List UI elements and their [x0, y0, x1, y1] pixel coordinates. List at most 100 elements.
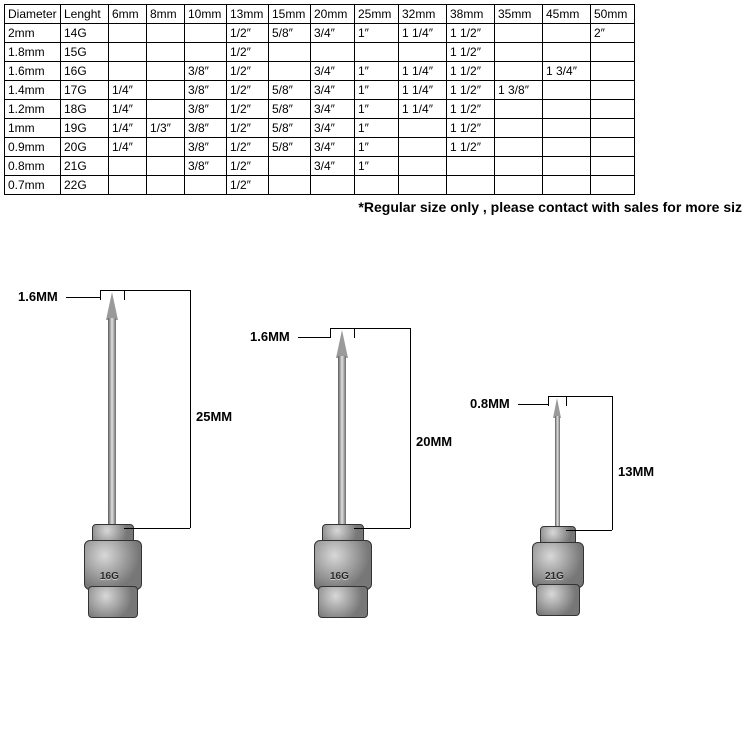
table-cell: 18G — [61, 100, 109, 119]
needle-tip — [106, 292, 118, 320]
table-cell — [591, 100, 635, 119]
table-cell: 1/2″ — [227, 119, 269, 138]
needle-tip — [553, 398, 561, 418]
table-cell: 3/8″ — [185, 62, 227, 81]
table-cell — [399, 119, 447, 138]
table-cell — [269, 157, 311, 176]
table-cell — [147, 81, 185, 100]
table-cell — [495, 100, 543, 119]
width-label: 1.6MM — [250, 329, 290, 344]
table-header-cell: 32mm — [399, 5, 447, 24]
table-cell — [495, 176, 543, 195]
needle-tip — [336, 330, 348, 358]
table-cell: 1/4″ — [109, 119, 147, 138]
table-cell: 1 1/4″ — [399, 62, 447, 81]
table-header-cell: 25mm — [355, 5, 399, 24]
table-cell: 1/4″ — [109, 100, 147, 119]
table-cell: 0.7mm — [5, 176, 61, 195]
hub-gauge-label: 16G — [330, 571, 349, 582]
table-header-cell: 38mm — [447, 5, 495, 24]
table-cell: 1 1/2″ — [447, 62, 495, 81]
table-cell: 5/8″ — [269, 138, 311, 157]
table-cell — [495, 138, 543, 157]
table-cell: 5/8″ — [269, 100, 311, 119]
table-cell: 1 1/2″ — [447, 100, 495, 119]
table-cell — [147, 138, 185, 157]
table-cell: 1/3″ — [147, 119, 185, 138]
table-cell: 1/2″ — [227, 176, 269, 195]
table-header-cell: 45mm — [543, 5, 591, 24]
table-cell: 1 3/4″ — [543, 62, 591, 81]
table-cell — [269, 43, 311, 62]
table-cell: 1/2″ — [227, 43, 269, 62]
table-cell — [311, 176, 355, 195]
table-cell: 1 1/2″ — [447, 138, 495, 157]
needle-shaft — [338, 356, 346, 528]
table-cell: 3/4″ — [311, 119, 355, 138]
table-cell: 1″ — [355, 81, 399, 100]
table-cell — [591, 176, 635, 195]
table-cell: 16G — [61, 62, 109, 81]
footnote: *Regular size only , please contact with… — [0, 195, 750, 215]
table-cell: 1 1/4″ — [399, 100, 447, 119]
table-cell: 1.8mm — [5, 43, 61, 62]
table-cell — [109, 24, 147, 43]
table-header-cell: 15mm — [269, 5, 311, 24]
table-cell: 1/2″ — [227, 157, 269, 176]
table-cell: 1 1/4″ — [399, 81, 447, 100]
table-cell — [147, 62, 185, 81]
hub-gauge-label: 21G — [545, 571, 564, 582]
length-label: 25MM — [196, 409, 232, 424]
table-cell — [495, 157, 543, 176]
table-cell: 1 1/4″ — [399, 24, 447, 43]
table-header-cell: 20mm — [311, 5, 355, 24]
table-cell: 1/2″ — [227, 24, 269, 43]
table-cell — [591, 138, 635, 157]
table-header-cell: 6mm — [109, 5, 147, 24]
table-cell — [543, 100, 591, 119]
table-cell — [447, 176, 495, 195]
table-cell: 3/4″ — [311, 81, 355, 100]
table-cell: 1″ — [355, 24, 399, 43]
table-cell — [543, 157, 591, 176]
table-cell — [543, 176, 591, 195]
table-cell: 1/4″ — [109, 138, 147, 157]
table-cell: 15G — [61, 43, 109, 62]
table-header-cell: Lenght — [61, 5, 109, 24]
table-cell — [591, 119, 635, 138]
table-cell — [543, 119, 591, 138]
table-cell — [543, 43, 591, 62]
table-cell: 0.8mm — [5, 157, 61, 176]
table-cell: 1 1/2″ — [447, 43, 495, 62]
needle-shaft — [108, 318, 116, 528]
table-cell: 3/8″ — [185, 138, 227, 157]
hub-gauge-label: 16G — [100, 571, 119, 582]
table-cell: 1 3/8″ — [495, 81, 543, 100]
table-cell — [495, 43, 543, 62]
table-cell: 1.2mm — [5, 100, 61, 119]
table-cell: 5/8″ — [269, 119, 311, 138]
table-cell — [399, 138, 447, 157]
length-label: 13MM — [618, 464, 654, 479]
table-cell: 3/4″ — [311, 62, 355, 81]
table-cell — [591, 62, 635, 81]
table-cell: 3/4″ — [311, 100, 355, 119]
needle-shaft — [555, 416, 560, 530]
table-cell: 1/2″ — [227, 81, 269, 100]
table-cell: 1″ — [355, 157, 399, 176]
needle-diagram: 16G1.6MM25MM16G1.6MM20MM21G0.8MM13MM — [0, 284, 750, 724]
table-cell: 2″ — [591, 24, 635, 43]
table-header-cell: 50mm — [591, 5, 635, 24]
table-cell — [591, 157, 635, 176]
table-cell — [543, 24, 591, 43]
table-cell: 20G — [61, 138, 109, 157]
table-cell: 1mm — [5, 119, 61, 138]
table-cell — [399, 157, 447, 176]
size-table: DiameterLenght6mm8mm10mm13mm15mm20mm25mm… — [4, 4, 635, 195]
table-cell — [591, 81, 635, 100]
table-cell — [311, 43, 355, 62]
table-cell: 1 1/2″ — [447, 24, 495, 43]
table-cell: 14G — [61, 24, 109, 43]
table-cell — [355, 176, 399, 195]
table-header-cell: 35mm — [495, 5, 543, 24]
